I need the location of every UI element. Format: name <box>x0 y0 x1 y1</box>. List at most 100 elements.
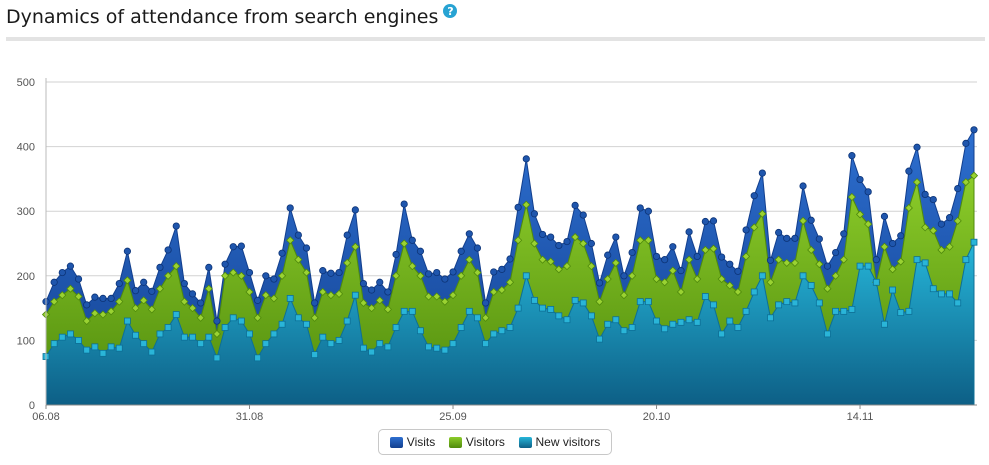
visits-point[interactable] <box>864 188 872 196</box>
visits-point[interactable] <box>766 256 775 264</box>
visits-point[interactable] <box>620 272 628 280</box>
new-visitors-point[interactable] <box>531 296 538 304</box>
visitors-point[interactable] <box>196 313 205 322</box>
visits-point[interactable] <box>880 212 889 220</box>
visits-point[interactable] <box>327 269 335 277</box>
visits-point[interactable] <box>750 192 758 200</box>
new-visitors-point[interactable] <box>335 336 343 344</box>
visits-point[interactable] <box>433 268 441 277</box>
new-visitors-point[interactable] <box>205 333 213 341</box>
visits-point[interactable] <box>775 228 783 237</box>
visits-point[interactable] <box>652 252 661 261</box>
visitors-point[interactable] <box>839 255 848 264</box>
visitors-point[interactable] <box>326 291 335 300</box>
visitors-point[interactable] <box>82 316 91 326</box>
visitors-point[interactable] <box>668 266 677 275</box>
visitors-point[interactable] <box>278 271 287 280</box>
visits-point[interactable] <box>897 232 905 240</box>
visitors-point[interactable] <box>880 242 889 251</box>
visitors-point[interactable] <box>465 255 474 264</box>
visits-point[interactable] <box>514 203 522 211</box>
visitors-point[interactable] <box>229 268 238 277</box>
visitors-point[interactable] <box>286 236 295 245</box>
visits-point[interactable] <box>945 214 954 222</box>
visits-point[interactable] <box>140 278 148 286</box>
visits-point[interactable] <box>457 247 465 255</box>
new-visitors-point[interactable] <box>400 307 408 315</box>
visitors-point[interactable] <box>98 310 108 319</box>
new-visitors-point[interactable] <box>653 317 660 325</box>
new-visitors-point[interactable] <box>197 340 205 348</box>
new-visitors-point[interactable] <box>254 354 262 362</box>
visits-point[interactable] <box>270 275 278 283</box>
visitors-point[interactable] <box>310 313 319 322</box>
visits-point[interactable] <box>408 236 416 244</box>
visitors-point[interactable] <box>497 285 506 295</box>
visits-point[interactable] <box>506 255 514 263</box>
new-visitors-point[interactable] <box>115 344 123 352</box>
new-visitors-point[interactable] <box>449 340 457 348</box>
visits-point[interactable] <box>962 139 970 147</box>
visitors-point[interactable] <box>676 287 686 297</box>
visits-point[interactable] <box>807 216 815 224</box>
new-visitors-point[interactable] <box>75 336 82 344</box>
visits-point[interactable] <box>58 268 66 277</box>
new-visitors-point[interactable] <box>571 296 579 304</box>
visits-point[interactable] <box>595 279 604 287</box>
new-visitors-point[interactable] <box>905 307 913 315</box>
new-visitors-point[interactable] <box>962 256 970 264</box>
new-visitors-point[interactable] <box>425 343 432 351</box>
visits-point[interactable] <box>481 299 490 307</box>
new-visitors-point[interactable] <box>767 314 774 322</box>
visits-point[interactable] <box>311 299 319 307</box>
visits-point[interactable] <box>848 152 856 160</box>
visitors-point[interactable] <box>912 178 922 187</box>
visitors-point[interactable] <box>733 287 742 297</box>
visitors-point[interactable] <box>58 291 67 300</box>
legend-item-visits[interactable]: Visits <box>389 435 435 449</box>
new-visitors-point[interactable] <box>701 293 709 300</box>
visits-point[interactable] <box>237 242 245 250</box>
visitors-point[interactable] <box>790 258 799 267</box>
new-visitors-point[interactable] <box>124 317 131 325</box>
visitors-point[interactable] <box>204 284 213 293</box>
new-visitors-point[interactable] <box>897 309 905 317</box>
help-icon[interactable]: ? <box>443 4 458 18</box>
visitors-point[interactable] <box>432 292 441 301</box>
visits-point[interactable] <box>612 233 620 241</box>
new-visitors-point[interactable] <box>490 330 498 338</box>
new-visitors-point[interactable] <box>99 349 107 357</box>
new-visitors-point[interactable] <box>294 314 302 322</box>
visits-point[interactable] <box>636 204 644 212</box>
visitors-point[interactable] <box>929 226 938 235</box>
visits-point[interactable] <box>563 237 571 246</box>
visitors-point[interactable] <box>855 210 865 219</box>
visitors-point[interactable] <box>318 287 327 297</box>
visits-point[interactable] <box>547 233 555 241</box>
new-visitors-point[interactable] <box>555 312 563 320</box>
visits-point[interactable] <box>384 288 392 296</box>
visits-point[interactable] <box>758 169 766 177</box>
visits-point[interactable] <box>538 230 547 239</box>
new-visitors-point[interactable] <box>278 320 286 328</box>
visits-point[interactable] <box>294 231 302 239</box>
visits-point[interactable] <box>604 251 612 259</box>
visitors-point[interactable] <box>538 255 547 264</box>
visitors-point[interactable] <box>652 274 661 284</box>
new-visitors-point[interactable] <box>433 344 441 352</box>
visits-point[interactable] <box>319 267 327 275</box>
visitors-point[interactable] <box>367 304 376 313</box>
visitors-point[interactable] <box>864 220 873 229</box>
visits-point[interactable] <box>872 256 880 264</box>
visitors-point[interactable] <box>440 297 449 306</box>
new-visitors-point[interactable] <box>636 298 644 306</box>
visits-point[interactable] <box>587 239 596 248</box>
visitors-point[interactable] <box>261 291 270 300</box>
new-visitors-point[interactable] <box>270 330 278 338</box>
visits-point[interactable] <box>693 252 701 261</box>
visitors-point[interactable] <box>505 278 515 287</box>
visits-point[interactable] <box>579 211 587 219</box>
new-visitors-point[interactable] <box>644 298 652 306</box>
new-visitors-point[interactable] <box>815 299 823 307</box>
new-visitors-point[interactable] <box>327 340 335 348</box>
